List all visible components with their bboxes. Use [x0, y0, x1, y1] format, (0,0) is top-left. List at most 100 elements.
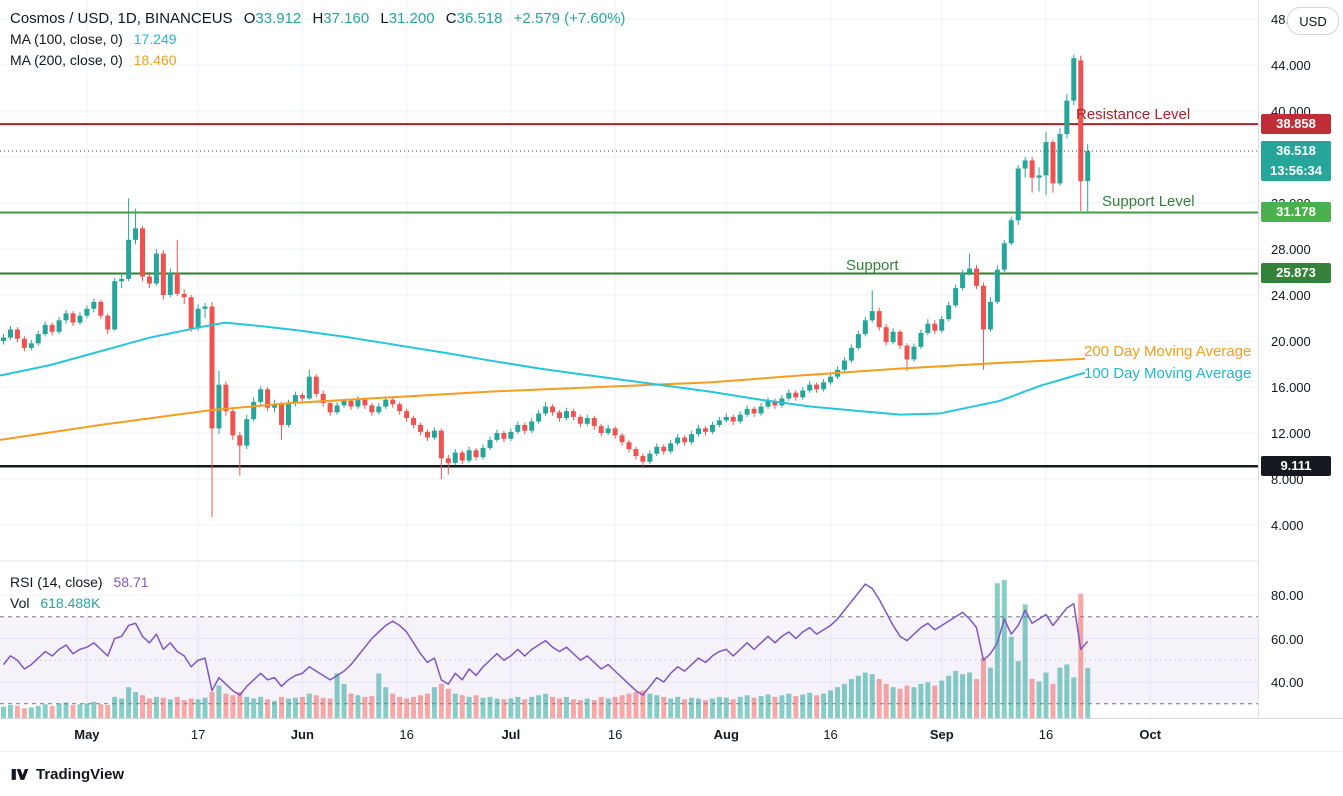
volume-bar [709, 698, 715, 718]
ma100-annotation-label[interactable]: 100 Day Moving Average [1084, 365, 1252, 382]
candle-body [279, 404, 284, 425]
candle-body [897, 331, 903, 346]
candle-body [42, 324, 48, 335]
time-axis-label: 16 [399, 727, 414, 742]
volume-bar [272, 700, 278, 718]
candle-body [355, 399, 361, 407]
volume-bar [779, 695, 785, 718]
volume-bar [605, 698, 611, 718]
candle-body [821, 382, 827, 390]
ma200-line [0, 357, 1086, 441]
volume-bar [181, 700, 187, 718]
candle-body [591, 418, 597, 427]
volume-bar [835, 687, 840, 718]
price-axis[interactable]: USD 48.00044.00040.00032.00028.00024.000… [1258, 0, 1343, 751]
volume-bar [647, 693, 653, 718]
volume-bar [939, 680, 945, 718]
volume-bar [932, 685, 938, 718]
candle-body [480, 447, 486, 458]
candle-body [696, 428, 701, 435]
candle-body [404, 411, 410, 419]
volume-bar [355, 695, 361, 718]
volume-bar [591, 700, 597, 718]
candle-body [974, 268, 979, 286]
candle-body [800, 390, 806, 398]
volume-bar [765, 694, 771, 718]
candle-body [112, 281, 118, 330]
tradingview-watermark[interactable]: TradingView [10, 764, 124, 784]
candle-body [244, 419, 250, 446]
candle-body [438, 430, 444, 459]
volume-bar [21, 708, 27, 718]
support-level-label[interactable]: Support Level [1102, 193, 1195, 210]
time-axis[interactable]: May 17 Jun 16 Jul 16 Aug 16 Sep 16 Oct [0, 718, 1343, 752]
volume-bar [848, 679, 854, 718]
candle-body [230, 411, 236, 436]
volume-bar [682, 699, 688, 718]
chart-plot-area[interactable]: Resistance Level Support Level Support 2… [0, 0, 1258, 751]
volume-bar [49, 705, 55, 718]
volume-bar [1057, 667, 1063, 718]
candle-body [320, 393, 326, 404]
candle-body [980, 285, 986, 330]
volume-bar [438, 683, 444, 718]
volume-bar [1015, 661, 1021, 718]
volume-bar [167, 699, 173, 718]
time-axis-label: 16 [823, 727, 838, 742]
candle-body [418, 424, 423, 432]
volume-bar [793, 696, 799, 718]
candle-body [119, 278, 125, 282]
volume-bar [480, 697, 486, 718]
candle-body [7, 329, 13, 338]
volume-bar [216, 685, 222, 718]
candle-body [932, 323, 938, 331]
candle-body [675, 437, 681, 444]
candle-body [876, 311, 882, 328]
volume-bar [1, 706, 6, 718]
candle-body [786, 392, 792, 399]
support-label[interactable]: Support [846, 257, 899, 274]
candle-body [1078, 60, 1084, 182]
volume-bar [508, 698, 514, 718]
candle-body [35, 334, 41, 344]
volume-bar [987, 667, 993, 718]
volume-bar [668, 698, 674, 718]
candle-body [216, 384, 222, 429]
volume-bar [292, 697, 298, 718]
candle-body [160, 253, 166, 295]
candle-body [265, 389, 271, 408]
rsi-axis-label: 60.00 [1271, 631, 1304, 647]
volume-bar [174, 696, 180, 718]
volume-bar [619, 695, 625, 718]
volume-bar [946, 675, 952, 718]
volume-bar [306, 693, 312, 718]
candle-body [626, 442, 632, 450]
volume-bar [153, 696, 159, 718]
currency-toggle-button[interactable]: USD [1287, 7, 1339, 35]
candle-body [960, 273, 966, 289]
candle-body [272, 404, 278, 408]
candle-body [841, 360, 847, 370]
resistance-level-label[interactable]: Resistance Level [1076, 106, 1191, 123]
candle-body [751, 408, 757, 414]
volume-bar [584, 698, 590, 718]
candle-body [1001, 243, 1007, 270]
volume-bar [35, 705, 41, 718]
support-level-price-badge: 31.178 [1261, 202, 1331, 223]
volume-bar [397, 696, 403, 718]
candle-body [828, 376, 834, 383]
volume-bar [56, 703, 62, 718]
volume-bar [119, 698, 125, 718]
volume-bar [883, 683, 889, 718]
volume-bar [925, 682, 931, 718]
volume-bar [529, 696, 535, 718]
volume-bar [390, 693, 396, 718]
candle-body [431, 430, 437, 438]
ma200-annotation-label[interactable]: 200 Day Moving Average [1084, 343, 1252, 360]
candle-body [939, 319, 945, 331]
candle-body [369, 405, 375, 413]
volume-bar [967, 672, 973, 718]
volume-bar [772, 696, 778, 718]
volume-bar [904, 685, 910, 718]
